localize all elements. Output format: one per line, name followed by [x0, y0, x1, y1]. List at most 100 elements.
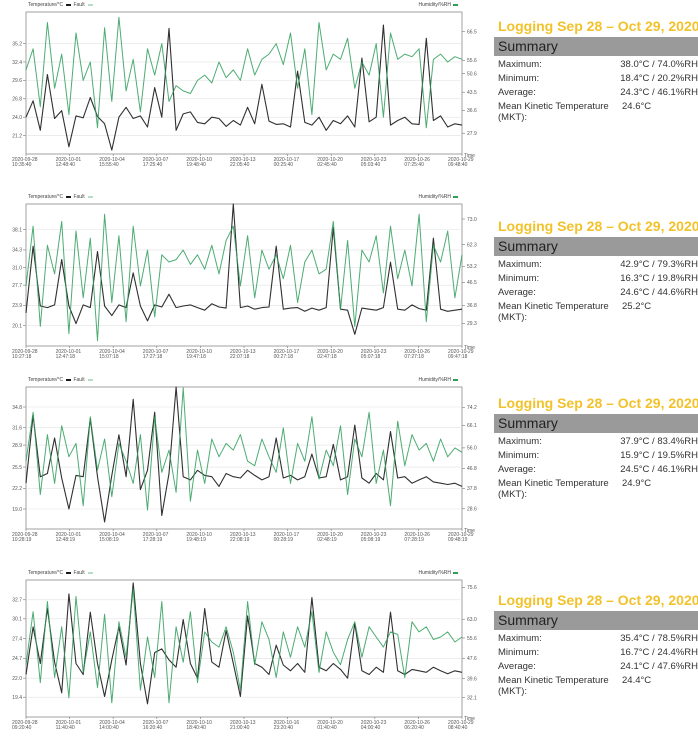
summary-header: Summary	[494, 37, 698, 56]
summary-row-maximum: Maximum:42.9°C / 79.3%RH	[494, 259, 698, 270]
summary-header: Summary	[494, 237, 698, 256]
x-tick-label-time: 14:00:40	[99, 725, 119, 731]
summary-block: Logging Sep 28 – Oct 29, 2020 Summary Ma…	[494, 218, 698, 323]
x-tick-label-time: 22:05:40	[230, 162, 250, 168]
row-value: 16.3°C / 19.8%RH	[620, 273, 698, 284]
y2-tick-label: 50.6	[467, 71, 477, 77]
x-tick-label-time: 22:08:19	[230, 537, 250, 543]
x-tick-label-time: 12:48:40	[56, 162, 76, 168]
y-tick-label: 20.1	[12, 324, 22, 330]
y-tick-label: 22.2	[12, 486, 22, 492]
y2-tick-label: 27.9	[467, 131, 477, 137]
y-tick-label: 22.0	[12, 676, 22, 682]
logging-title: Logging Sep 28 – Oct 29, 2020	[498, 218, 698, 234]
x-tick-label-time: 07:28:19	[404, 537, 424, 543]
y2-tick-label: 75.6	[467, 585, 477, 591]
row-label: Minimum:	[498, 273, 620, 284]
row-value: 24.4°C	[622, 675, 651, 697]
row-value: 25.2°C	[622, 301, 651, 323]
summary-row-mkt: Mean Kinetic Temperature (MKT):24.6°C	[494, 101, 698, 123]
x-tick-label-time: 22:07:18	[230, 354, 250, 360]
x-tick-label-time: 02:45:40	[317, 162, 337, 168]
x-tick-label-time: 09:47:18	[448, 354, 468, 360]
y-tick-label: 26.8	[12, 97, 22, 103]
y2-tick-label: 63.0	[467, 617, 477, 623]
row-value: 15.9°C / 19.5%RH	[620, 450, 698, 461]
summary-row-minimum: Minimum:16.7°C / 24.4%RH	[494, 647, 698, 658]
x-tick-label-time: 10:35:40	[12, 162, 32, 168]
row-label: Minimum:	[498, 647, 620, 658]
x-tick-label-time: 06:20:40	[404, 725, 424, 731]
y-tick-label: 27.4	[12, 636, 22, 642]
y2-tick-label: 62.3	[467, 242, 477, 248]
y-tick-label: 30.1	[12, 617, 22, 623]
x-tick-label-time: 05:08:19	[361, 537, 381, 543]
row-value: 42.9°C / 79.3%RH	[620, 259, 698, 270]
row-value: 24.5°C / 46.1%RH	[620, 464, 698, 475]
summary-row-average: Average:24.1°C / 47.6%RH	[494, 661, 698, 672]
x-tick-label-time: 12:48:19	[56, 537, 76, 543]
y2-tick-label: 56.0	[467, 446, 477, 452]
plot-area	[26, 12, 462, 154]
x-tick-label-time: 05:03:40	[361, 162, 381, 168]
summary-header: Summary	[494, 611, 698, 630]
x-tick-label-time: 05:07:18	[361, 354, 381, 360]
y2-tick-label: 39.6	[467, 676, 477, 682]
y-tick-label: 24.7	[12, 656, 22, 662]
x-tick-label-time: 12:47:18	[56, 354, 76, 360]
row-label: Average:	[498, 287, 620, 298]
y2-tick-label: 73.0	[467, 217, 477, 223]
y2-tick-label: 32.1	[467, 695, 477, 701]
y2-tick-label: 66.5	[467, 30, 477, 36]
y2-tick-label: 74.2	[467, 405, 477, 411]
plot-area	[26, 387, 462, 529]
y2-tick-label: 46.8	[467, 466, 477, 472]
row-label: Average:	[498, 464, 620, 475]
y-tick-label: 19.4	[12, 695, 22, 701]
summary-row-minimum: Minimum:18.4°C / 20.2%RH	[494, 73, 698, 84]
x-tick-label-time: 09:20:40	[12, 725, 32, 731]
x-tick-label-time: 19:47:18	[186, 354, 206, 360]
y-tick-label: 35.2	[12, 41, 22, 47]
summary-row-minimum: Minimum:15.9°C / 19.5%RH	[494, 450, 698, 461]
y-tick-label: 34.3	[12, 248, 22, 254]
x-tick-label-time: 15:55:40	[99, 162, 119, 168]
x-tick-label-time: 17:25:40	[143, 162, 163, 168]
chart-svg: 19.022.225.528.931.634.828.637.846.856.0…	[0, 375, 490, 555]
row-label: Mean Kinetic Temperature (MKT):	[498, 101, 622, 123]
x-tick-label-time: 04:00:40	[361, 725, 381, 731]
row-value: 18.4°C / 20.2%RH	[620, 73, 698, 84]
x-tick-label-time: 15:08:19	[99, 537, 119, 543]
row-label: Maximum:	[498, 259, 620, 270]
y-tick-label: 28.9	[12, 443, 22, 449]
y2-tick-label: 43.5	[467, 90, 477, 96]
y-tick-label: 32.4	[12, 60, 22, 66]
x-tick-label-time: 17:28:19	[143, 537, 163, 543]
row-label: Mean Kinetic Temperature (MKT):	[498, 301, 622, 323]
logging-title: Logging Sep 28 – Oct 29, 2020	[498, 592, 698, 608]
x-tick-label-time: 02:48:19	[317, 537, 337, 543]
x-tick-label-time: 00:27:18	[274, 354, 294, 360]
y2-tick-label: 37.8	[467, 486, 477, 492]
x-axis-label: Time	[464, 153, 475, 159]
y-tick-label: 23.9	[12, 303, 22, 309]
y-tick-label: 19.0	[12, 507, 22, 513]
row-value: 37.9°C / 83.4%RH	[620, 436, 698, 447]
x-tick-label-time: 02:47:18	[317, 354, 337, 360]
y-tick-label: 29.6	[12, 78, 22, 84]
chart-svg: 21.224.026.829.632.435.227.936.643.550.6…	[0, 0, 490, 180]
row-value: 24.3°C / 46.1%RH	[620, 87, 698, 98]
x-tick-label-time: 00:25:40	[274, 162, 294, 168]
row-value: 24.1°C / 47.6%RH	[620, 661, 698, 672]
y2-tick-label: 55.6	[467, 636, 477, 642]
row-value: 24.6°C	[622, 101, 651, 123]
summary-row-mkt: Mean Kinetic Temperature (MKT):25.2°C	[494, 301, 698, 323]
summary-block: Logging Sep 28 – Oct 29, 2020 Summary Ma…	[494, 592, 698, 697]
logging-title: Logging Sep 28 – Oct 29, 2020	[498, 18, 698, 34]
